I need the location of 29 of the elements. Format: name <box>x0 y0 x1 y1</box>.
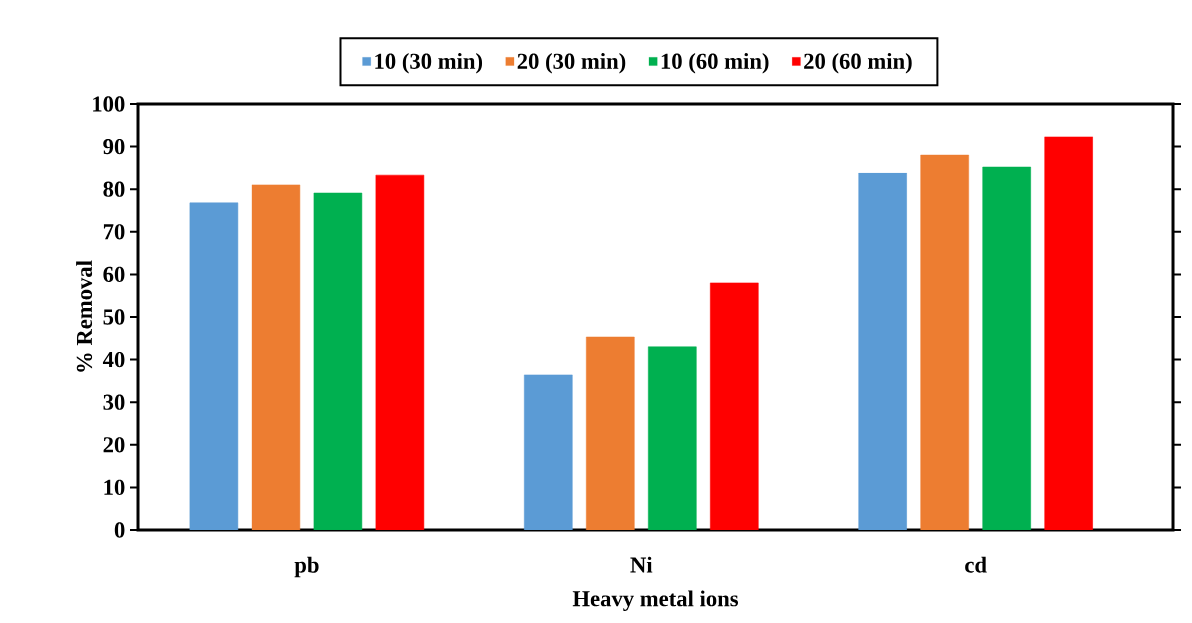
x-tick-label: Ni <box>630 556 653 573</box>
legend-label: 20 (30 min) <box>517 52 626 74</box>
y-tick-label: 20 <box>103 437 125 453</box>
bar <box>189 202 239 530</box>
y-tick-label: 80 <box>103 181 125 197</box>
bar <box>524 374 573 530</box>
bar <box>313 192 363 530</box>
y-tick-label: 10 <box>104 479 125 496</box>
legend-label: 10 (60 min) <box>661 52 769 74</box>
bar <box>375 174 425 530</box>
bar <box>1044 136 1093 530</box>
y-tick-label: 40 <box>102 351 125 368</box>
bar <box>710 282 759 530</box>
bar <box>648 346 697 530</box>
bar <box>982 166 1031 530</box>
y-tick-label: 30 <box>103 394 125 410</box>
x-axis-title: Heavy metal ions <box>572 590 739 612</box>
y-tick-label: 50 <box>103 309 125 325</box>
y-tick-label: 100 <box>93 96 125 112</box>
legend-label: 10 (30 min) <box>375 52 483 74</box>
bar <box>858 172 907 530</box>
y-tick-label: 60 <box>103 266 125 283</box>
y-tick-label: 70 <box>103 224 125 240</box>
y-tick-label: 90 <box>103 138 125 155</box>
legend-label: 20 (60 min) <box>804 52 912 74</box>
x-tick-label: pb <box>294 556 319 578</box>
y-axis-title: % Removal <box>76 260 93 372</box>
x-tick-label: cd <box>965 556 987 573</box>
y-tick-label: 0 <box>114 522 125 538</box>
